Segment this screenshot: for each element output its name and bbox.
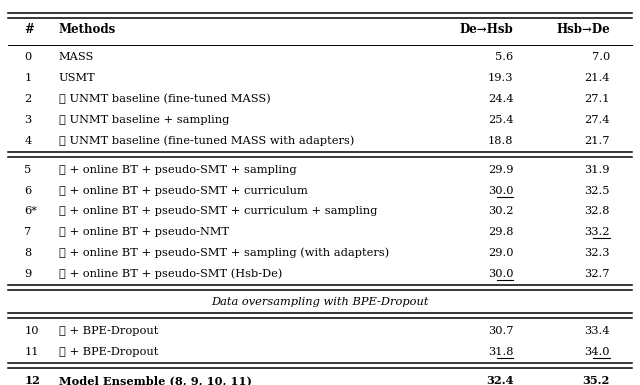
Text: 10: 10: [24, 326, 39, 336]
Text: 32.3: 32.3: [584, 248, 610, 258]
Text: 6: 6: [24, 186, 31, 196]
Text: 19.3: 19.3: [488, 73, 513, 83]
Text: 7: 7: [24, 227, 31, 237]
Text: ③ UNMT baseline + sampling: ③ UNMT baseline + sampling: [59, 115, 229, 125]
Text: 30.0: 30.0: [488, 269, 513, 279]
Text: ③ + online BT + pseudo-SMT + sampling: ③ + online BT + pseudo-SMT + sampling: [59, 165, 296, 175]
Text: 25.4: 25.4: [488, 115, 513, 125]
Text: Methods: Methods: [59, 23, 116, 35]
Text: 30.7: 30.7: [488, 326, 513, 336]
Text: 21.4: 21.4: [584, 73, 610, 83]
Text: 32.7: 32.7: [584, 269, 610, 279]
Text: 27.4: 27.4: [584, 115, 610, 125]
Text: 3: 3: [24, 115, 31, 125]
Text: 32.8: 32.8: [584, 206, 610, 216]
Text: 5: 5: [24, 165, 31, 175]
Text: De→Hsb: De→Hsb: [460, 23, 513, 35]
Text: 4: 4: [24, 136, 31, 146]
Text: 9: 9: [24, 269, 31, 279]
Text: ⑤ + BPE-Dropout: ⑤ + BPE-Dropout: [59, 326, 158, 336]
Text: Hsb→De: Hsb→De: [556, 23, 610, 35]
Text: 30.2: 30.2: [488, 206, 513, 216]
Text: 12: 12: [24, 375, 40, 385]
Text: 7.0: 7.0: [591, 52, 610, 62]
Text: 24.4: 24.4: [488, 94, 513, 104]
Text: ⑦ + online BT + pseudo-SMT (Hsb-De): ⑦ + online BT + pseudo-SMT (Hsb-De): [59, 268, 282, 279]
Text: 29.0: 29.0: [488, 248, 513, 258]
Text: 32.4: 32.4: [486, 375, 513, 385]
Text: ⑦ + BPE-Dropout: ⑦ + BPE-Dropout: [59, 346, 158, 357]
Text: MASS: MASS: [59, 52, 94, 62]
Text: 33.4: 33.4: [584, 326, 610, 336]
Text: 32.5: 32.5: [584, 186, 610, 196]
Text: 33.2: 33.2: [584, 227, 610, 237]
Text: 31.9: 31.9: [584, 165, 610, 175]
Text: 27.1: 27.1: [584, 94, 610, 104]
Text: 29.9: 29.9: [488, 165, 513, 175]
Text: 6*: 6*: [24, 206, 37, 216]
Text: #: #: [24, 23, 34, 35]
Text: ⑤ + online BT + pseudo-NMT: ⑤ + online BT + pseudo-NMT: [59, 227, 229, 237]
Text: Model Ensemble (8, 9, 10, 11): Model Ensemble (8, 9, 10, 11): [59, 375, 252, 385]
Text: USMT: USMT: [59, 73, 95, 83]
Text: 2: 2: [24, 94, 31, 104]
Text: 11: 11: [24, 346, 39, 357]
Text: 5.6: 5.6: [495, 52, 513, 62]
Text: 31.8: 31.8: [488, 346, 513, 357]
Text: 34.0: 34.0: [584, 346, 610, 357]
Text: 0: 0: [24, 52, 31, 62]
Text: ③ + online BT + pseudo-SMT + curriculum + sampling: ③ + online BT + pseudo-SMT + curriculum …: [59, 206, 377, 216]
Text: ① UNMT baseline (fine-tuned MASS with adapters): ① UNMT baseline (fine-tuned MASS with ad…: [59, 135, 355, 146]
Text: ③ + online BT + pseudo-SMT + curriculum: ③ + online BT + pseudo-SMT + curriculum: [59, 186, 308, 196]
Text: 18.8: 18.8: [488, 136, 513, 146]
Text: 21.7: 21.7: [584, 136, 610, 146]
Text: 8: 8: [24, 248, 31, 258]
Text: 30.0: 30.0: [488, 186, 513, 196]
Text: 29.8: 29.8: [488, 227, 513, 237]
Text: ① + online BT + pseudo-SMT + sampling (with adapters): ① + online BT + pseudo-SMT + sampling (w…: [59, 248, 389, 258]
Text: ① UNMT baseline (fine-tuned MASS): ① UNMT baseline (fine-tuned MASS): [59, 94, 271, 104]
Text: 35.2: 35.2: [582, 375, 610, 385]
Text: 1: 1: [24, 73, 31, 83]
Text: Data oversampling with BPE-Dropout: Data oversampling with BPE-Dropout: [211, 297, 429, 307]
